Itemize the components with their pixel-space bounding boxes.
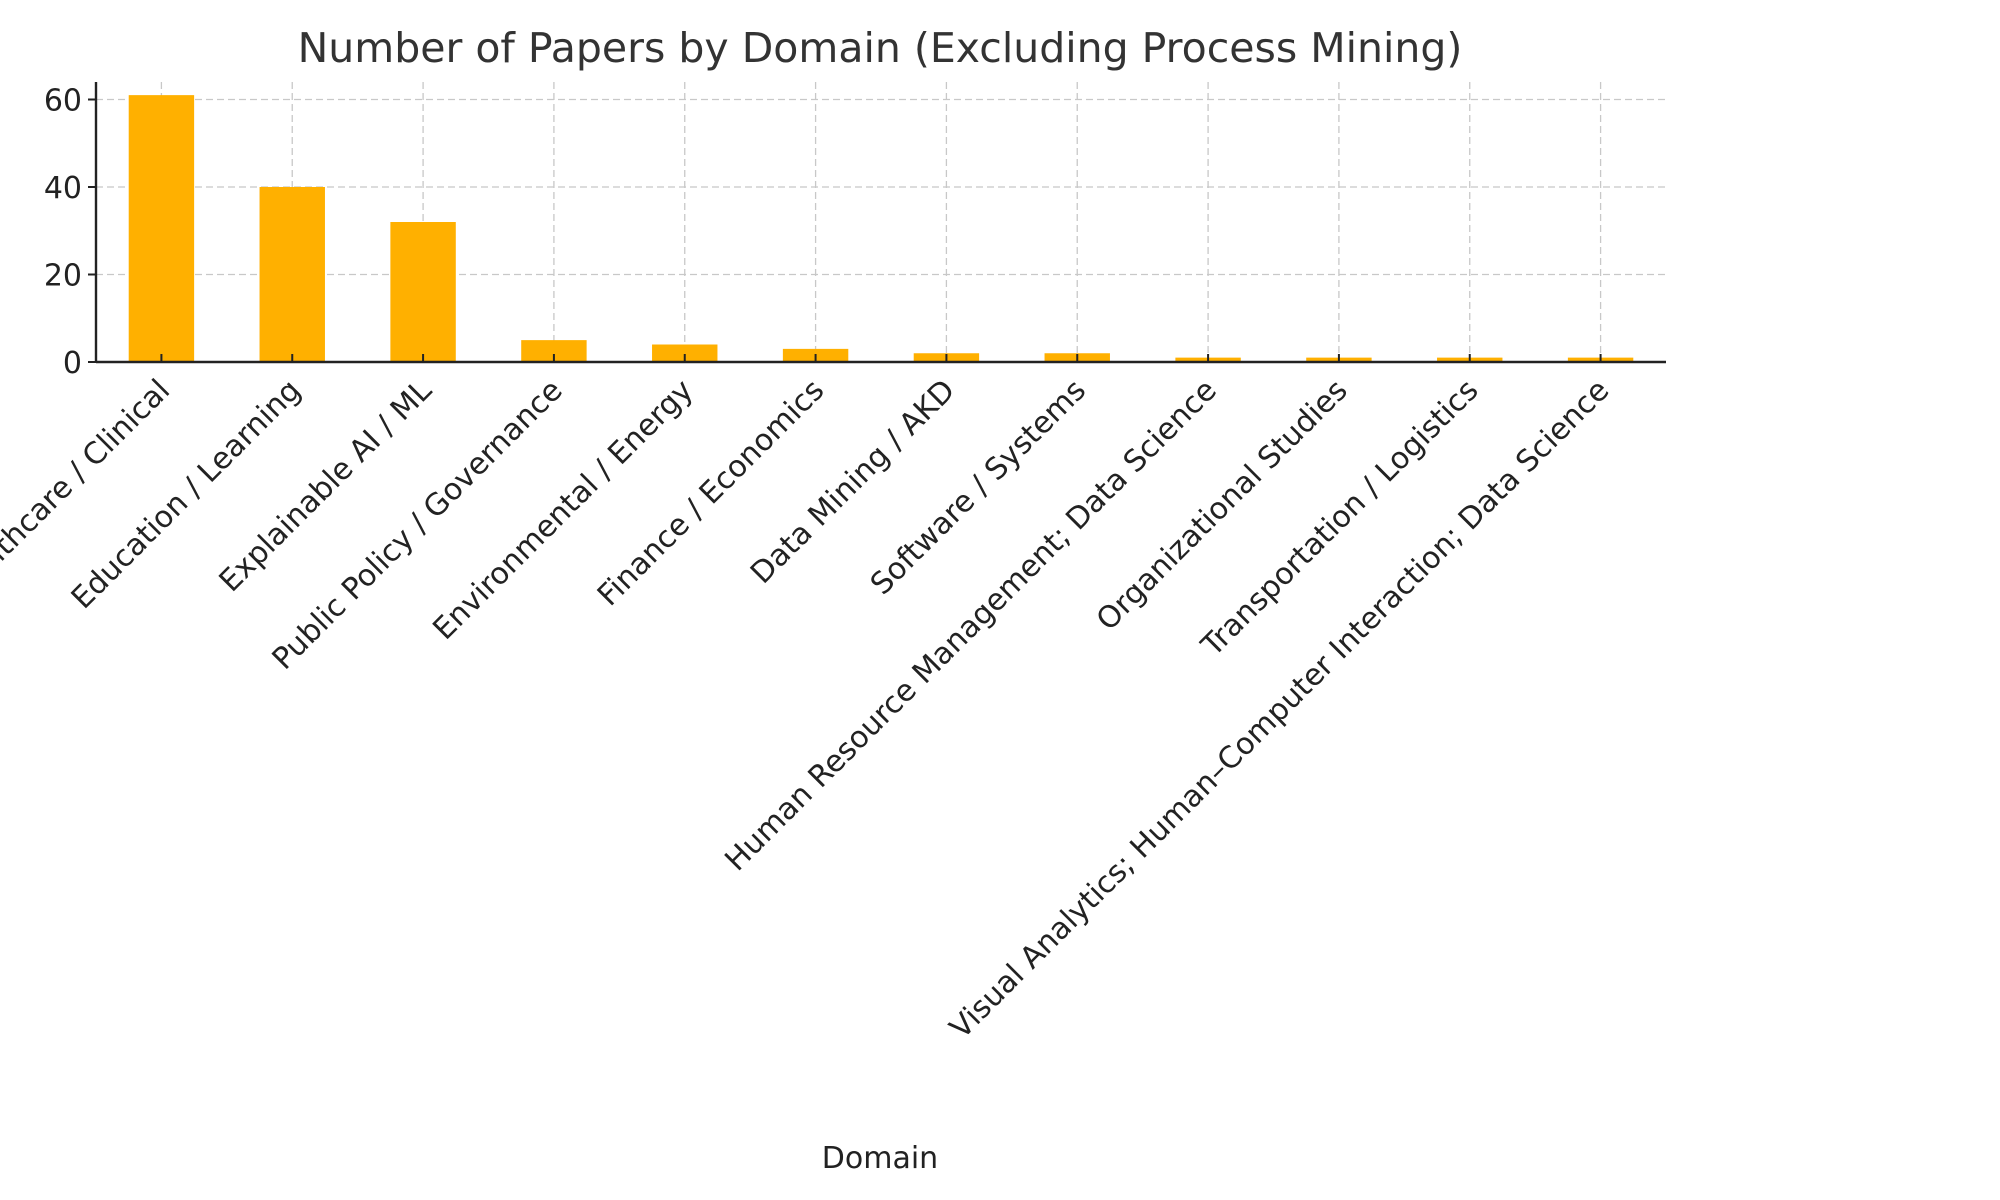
chart-title: Number of Papers by Domain (Excluding Pr… bbox=[298, 24, 1463, 72]
bar bbox=[652, 344, 718, 362]
y-tick-labels: 0 20 40 60 bbox=[44, 84, 82, 382]
bars bbox=[128, 95, 1634, 362]
bar bbox=[128, 95, 195, 362]
x-tick-label: Environmental / Energy bbox=[426, 373, 700, 647]
bar bbox=[259, 187, 325, 362]
axes bbox=[88, 82, 1666, 364]
bar bbox=[521, 340, 587, 362]
x-tick-label: Explainable AI / ML bbox=[213, 373, 439, 599]
x-tick-label: Finance / Economics bbox=[591, 373, 831, 613]
x-tick-label: Visual Analytics; Human–Computer Interac… bbox=[943, 373, 1616, 1046]
y-tick-label: 0 bbox=[63, 346, 82, 381]
x-axis-label: Domain bbox=[822, 1141, 938, 1176]
grid-lines bbox=[96, 82, 1666, 362]
y-tick-label: 40 bbox=[44, 171, 82, 206]
y-tick-label: 20 bbox=[44, 259, 82, 294]
y-tick-label: 60 bbox=[44, 84, 82, 119]
x-tick-label: Education / Learning bbox=[65, 373, 308, 616]
x-tick-label: Human Resource Management; Data Science bbox=[718, 373, 1223, 878]
x-tick-label: Software / Systems bbox=[864, 373, 1093, 602]
x-tick-label: Organizational Studies bbox=[1090, 373, 1355, 638]
bar bbox=[390, 222, 456, 362]
x-tick-label: Transportation / Logistics bbox=[1194, 373, 1485, 664]
